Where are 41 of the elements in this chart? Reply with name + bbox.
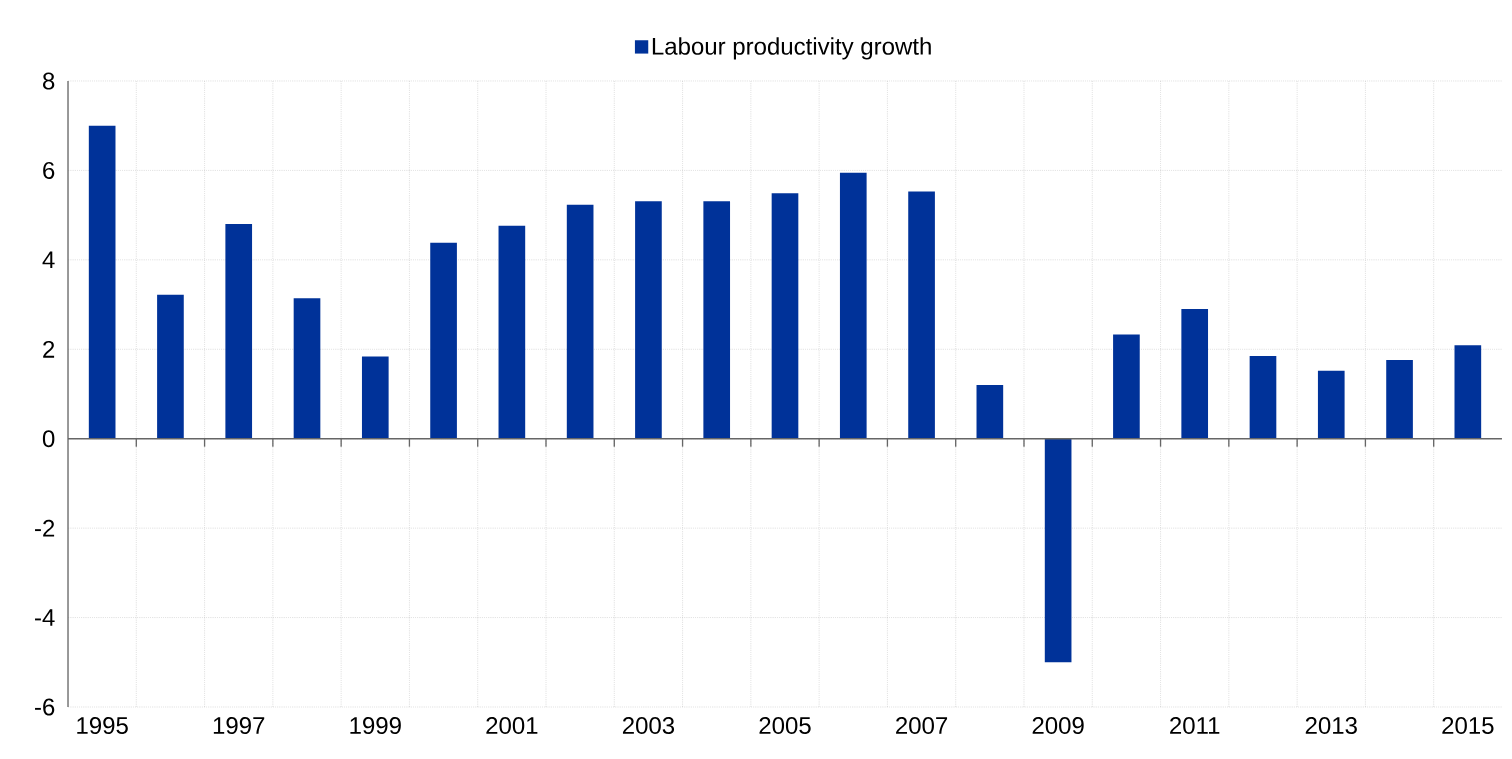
y-tick-label: 0 <box>42 430 55 448</box>
x-tick-label: 2013 <box>1305 717 1357 735</box>
bar <box>1454 345 1482 439</box>
bar <box>293 298 321 439</box>
x-tick-label: 1997 <box>213 717 265 735</box>
y-tick-label: -2 <box>35 519 55 537</box>
bar <box>1113 334 1140 439</box>
x-tick-label: 2005 <box>759 717 811 735</box>
bar <box>498 225 526 439</box>
x-tick-label: 2003 <box>622 717 675 735</box>
y-tick-label: -6 <box>35 698 55 716</box>
bar <box>1386 360 1413 439</box>
bar <box>1044 438 1072 663</box>
x-tick-label: 2011 <box>1170 717 1220 735</box>
bar <box>88 125 116 439</box>
bar <box>566 204 594 439</box>
y-tick-label: 2 <box>43 340 55 358</box>
x-tick-label: 2001 <box>486 717 538 735</box>
bar <box>1317 370 1345 439</box>
bar <box>225 224 253 439</box>
x-tick-label: 1999 <box>350 717 401 735</box>
legend-label: Labour productivity growth <box>652 37 931 60</box>
bar <box>908 191 935 439</box>
bar <box>1181 309 1209 439</box>
bar <box>976 385 1004 439</box>
y-tick-label: 4 <box>42 251 55 269</box>
bar <box>771 193 799 439</box>
x-tick-label: 1995 <box>77 717 128 735</box>
x-tick-label: 2009 <box>1032 717 1084 735</box>
bar <box>157 294 184 439</box>
bar <box>361 356 389 439</box>
bar <box>430 242 457 439</box>
y-tick-label: 6 <box>43 161 55 179</box>
y-tick-label: 8 <box>43 72 55 90</box>
bar <box>839 172 867 439</box>
bar <box>635 201 662 439</box>
y-tick-label: -4 <box>35 609 55 626</box>
bar <box>1249 355 1277 439</box>
x-tick-label: 2007 <box>896 717 948 735</box>
x-tick-label: 2015 <box>1442 717 1494 735</box>
bar <box>703 201 731 439</box>
